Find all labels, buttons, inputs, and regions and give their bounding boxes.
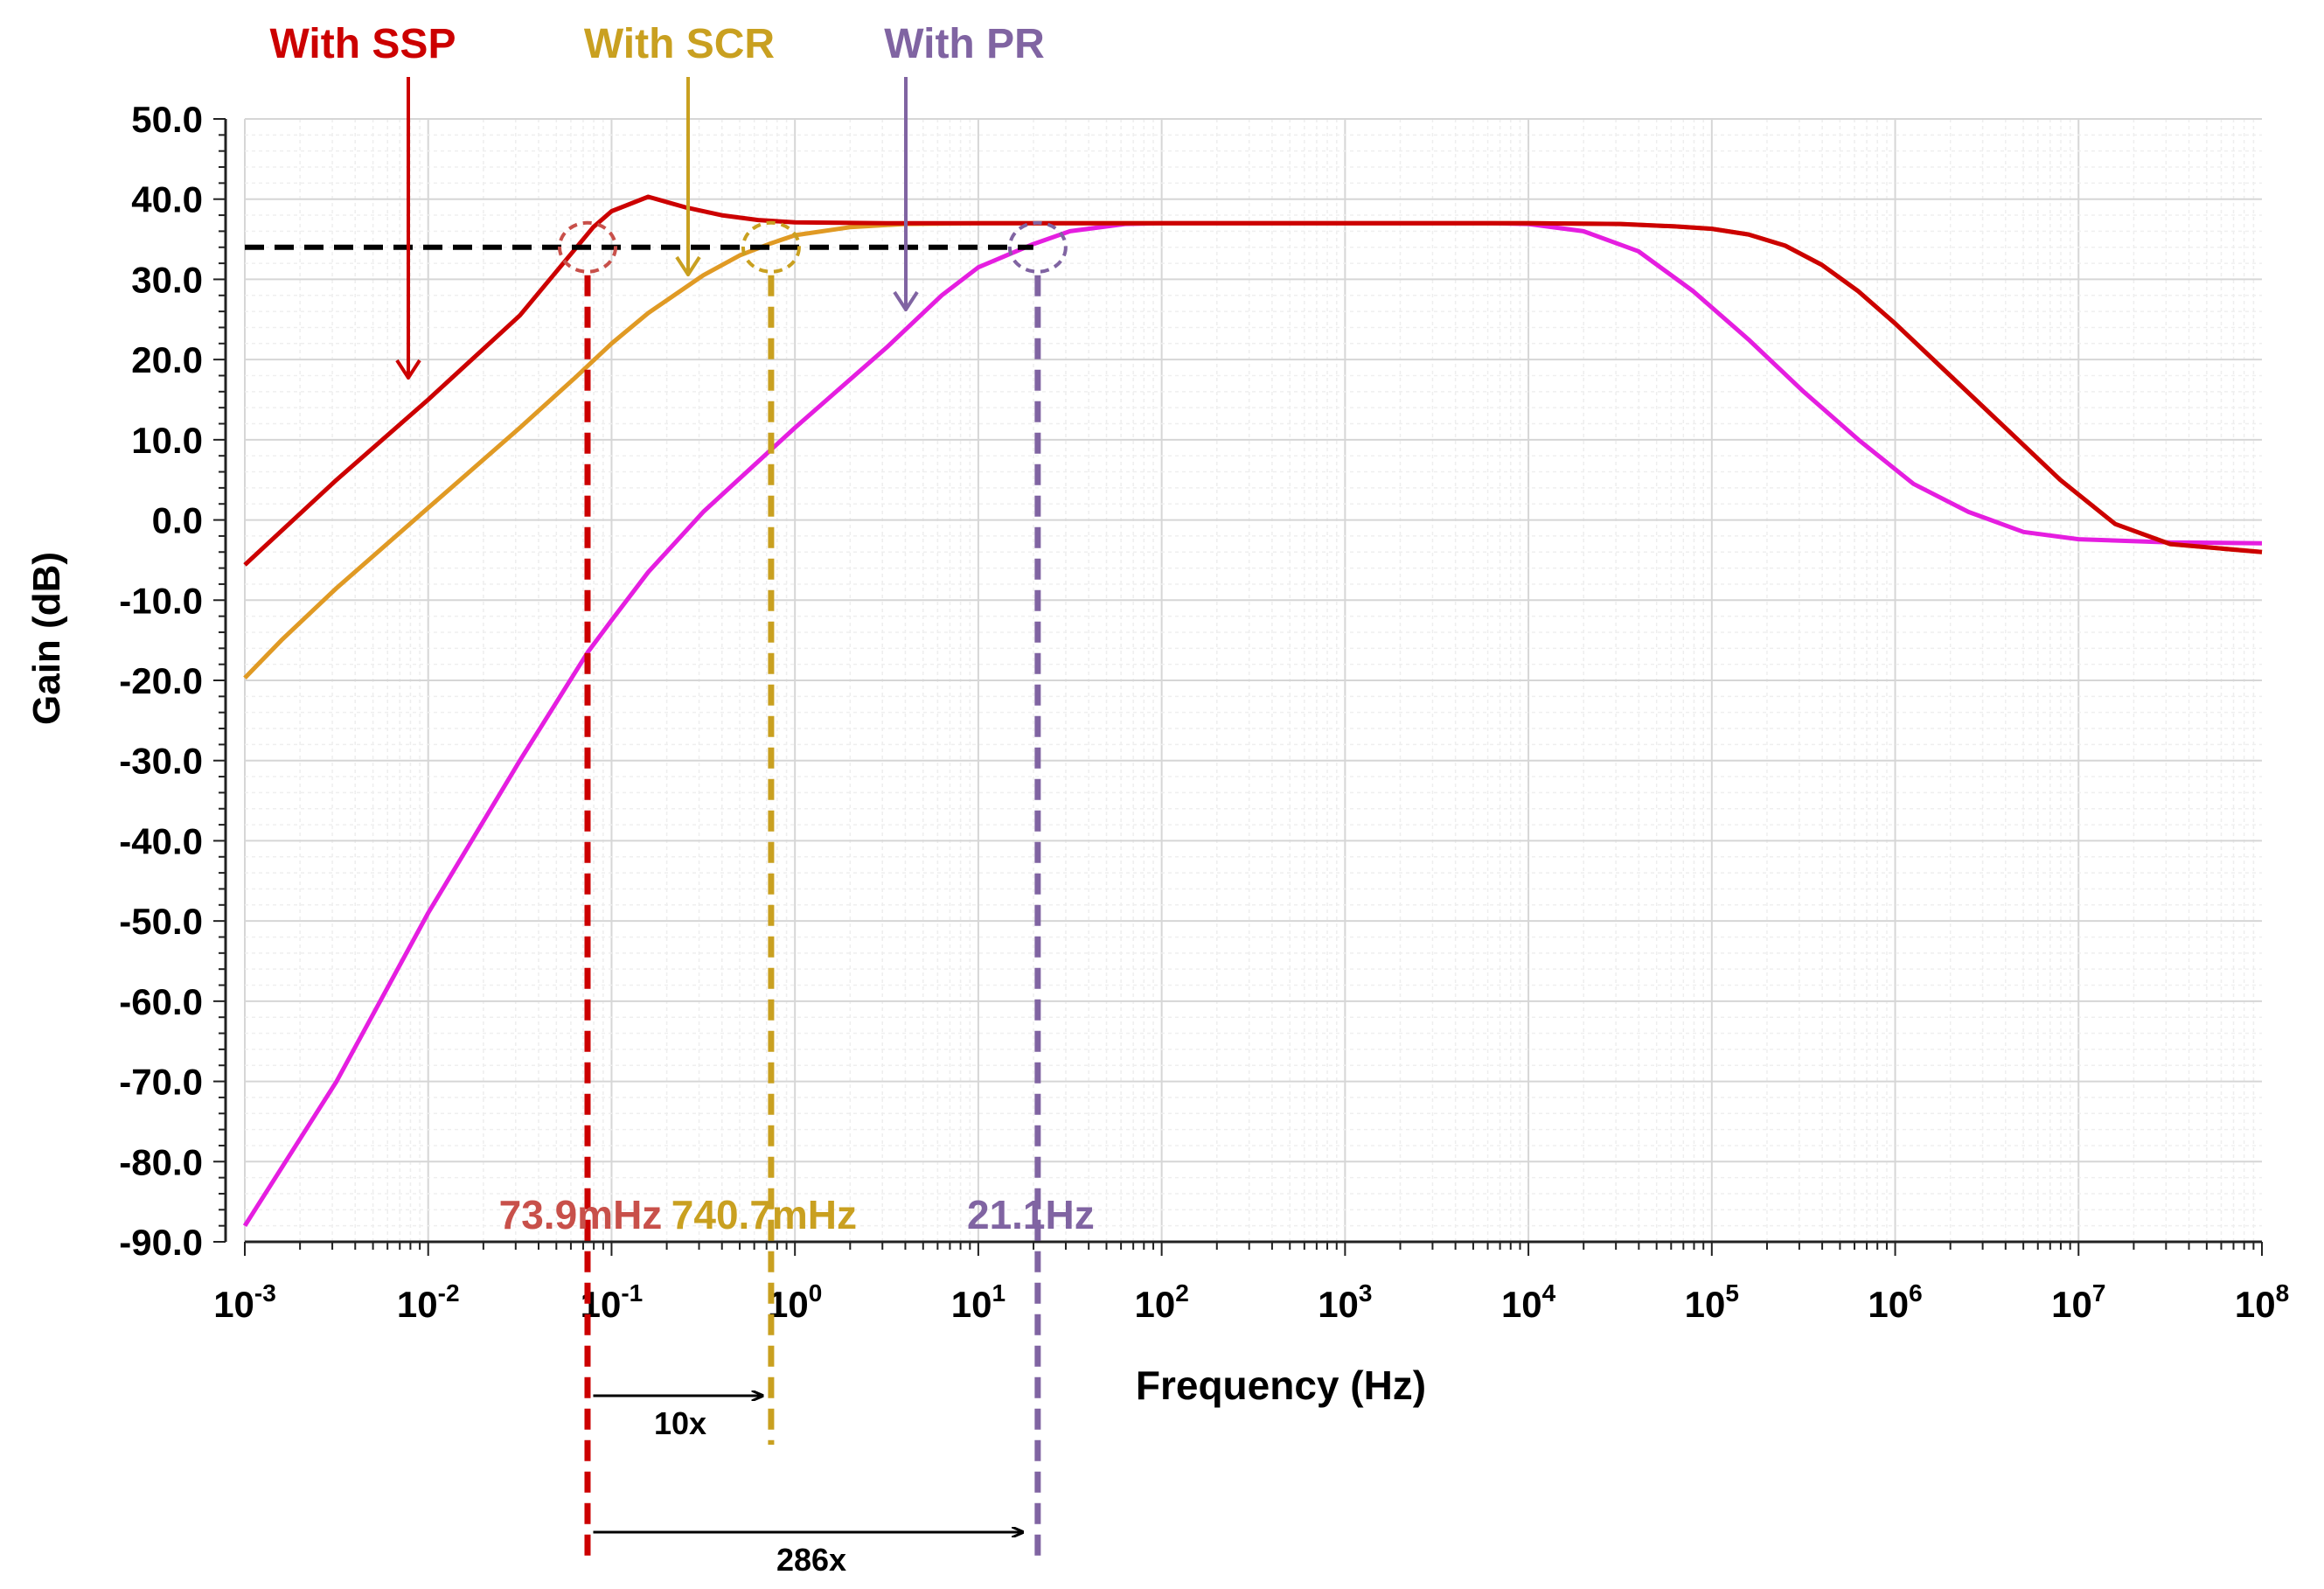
annotation-scr-label: With SCR	[584, 21, 775, 67]
y-tick-label: 40.0	[131, 179, 203, 220]
y-tick-label: 30.0	[131, 259, 203, 300]
x-tick-label: 107	[2051, 1279, 2105, 1325]
ratio-10x-label: 10x	[654, 1405, 706, 1441]
x-axis-label: Frequency (Hz)	[1136, 1362, 1426, 1408]
cutoff-frequency-label: 73.9mHz	[499, 1192, 663, 1237]
annotation-ssp-label: With SSP	[270, 21, 456, 67]
x-tick-label: 100	[768, 1279, 822, 1325]
y-tick-label: -50.0	[119, 901, 203, 942]
y-tick-label: 10.0	[131, 420, 203, 461]
annotation-pr: With PR	[884, 21, 1045, 310]
y-tick-labels: 50.0 40.0 30.0 20.0 10.0 0.0 -10.0 -20.0 -30.0 -4…	[119, 99, 203, 1263]
x-tick-label: 10-3	[213, 1279, 276, 1325]
grid	[244, 118, 2262, 1243]
y-tick-label: -90.0	[119, 1222, 203, 1263]
x-tick-label: 106	[1868, 1279, 1922, 1325]
x-tick-label: 102	[1134, 1279, 1188, 1325]
cutoff-markers: 73.9mHz 740.7mHz 21.1Hz	[499, 220, 1095, 1558]
x-tick-label: 105	[1685, 1279, 1739, 1325]
x-tick-label: 104	[1501, 1279, 1556, 1325]
y-axis-label: Gain (dB)	[25, 552, 68, 725]
annotation-pr-label: With PR	[884, 21, 1045, 67]
y-tick-label: 50.0	[131, 99, 203, 140]
series-line-with-pr	[242, 220, 2263, 1228]
y-tick-label: -60.0	[119, 981, 203, 1022]
series-lines	[242, 194, 2263, 1228]
annotation-ssp: With SSP	[270, 21, 456, 378]
y-tick-label: -70.0	[119, 1062, 203, 1103]
ratio-annotation-10x: 10x	[593, 1396, 762, 1441]
cutoff-frequency-label: 740.7mHz	[671, 1192, 857, 1237]
axes	[213, 118, 2263, 1256]
x-tick-label: 10-2	[397, 1279, 460, 1325]
x-tick-labels: 10-3 10-2 10-1 100 101 102 103 104 105 106 107 108	[213, 1279, 2289, 1325]
y-tick-label: 20.0	[131, 339, 203, 380]
series-line-with-ssp	[243, 194, 2263, 567]
y-tick-label: -30.0	[119, 741, 203, 782]
x-tick-label: 103	[1318, 1279, 1372, 1325]
cutoff-circle	[1007, 220, 1068, 274]
y-tick-label: -80.0	[119, 1141, 203, 1182]
y-tick-label: -20.0	[119, 660, 203, 701]
cutoff-circle	[741, 220, 801, 274]
y-tick-label: -40.0	[119, 820, 203, 861]
series-line-with-scr	[243, 220, 2263, 680]
ratio-annotation-286x: 286x	[593, 1532, 1022, 1578]
x-tick-label: 101	[951, 1279, 1005, 1325]
y-tick-label: 0.0	[152, 500, 203, 541]
annotation-scr: With SCR	[584, 21, 775, 275]
cutoff-frequency-label: 21.1Hz	[967, 1192, 1095, 1237]
cutoff-circle	[557, 220, 617, 274]
ratio-286x-label: 286x	[776, 1542, 846, 1578]
x-tick-label: 108	[2235, 1279, 2289, 1325]
y-tick-label: -10.0	[119, 580, 203, 621]
